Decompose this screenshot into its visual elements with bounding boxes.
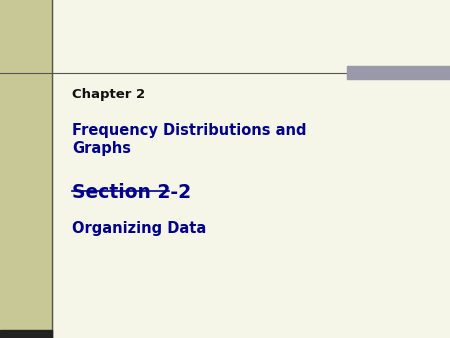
Bar (0, 330, 52, 338)
Bar (0, 0, 52, 338)
Text: Section 2-2: Section 2-2 (72, 183, 191, 201)
Bar (346, 66, 450, 79)
Text: Organizing Data: Organizing Data (72, 221, 206, 236)
Text: Chapter 2: Chapter 2 (72, 88, 145, 101)
Text: Frequency Distributions and
Graphs: Frequency Distributions and Graphs (72, 123, 306, 156)
